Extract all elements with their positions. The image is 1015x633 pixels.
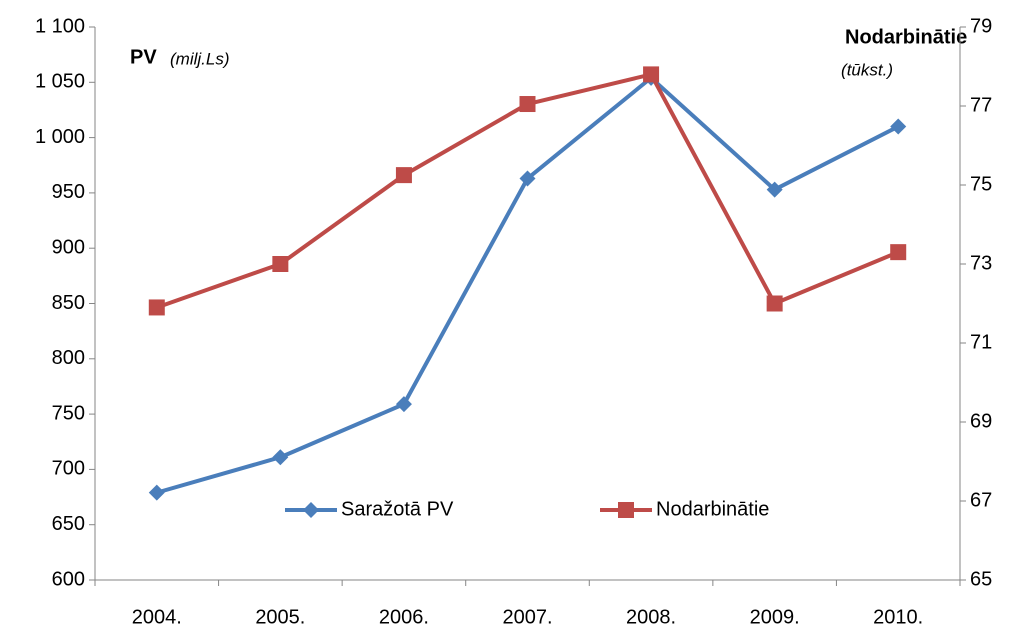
data-point <box>766 181 783 198</box>
y-tick-label: 650 <box>52 513 85 535</box>
data-point <box>395 396 412 413</box>
y2-axis-unit: (tūkst.) <box>841 60 893 79</box>
y2-tick-label: 79 <box>970 15 992 37</box>
y-tick-label: 850 <box>52 292 85 314</box>
y-tick-label: 1 000 <box>35 126 85 148</box>
x-tick-label: 2005. <box>255 606 305 628</box>
y2-tick-label: 75 <box>970 173 992 195</box>
data-point <box>643 66 660 83</box>
y-tick-label: 700 <box>52 458 85 480</box>
y-tick-label: 600 <box>52 568 85 590</box>
x-tick-label: 2004. <box>132 606 182 628</box>
data-point <box>148 299 165 316</box>
data-point <box>395 167 412 184</box>
data-point <box>272 449 289 466</box>
data-point <box>519 96 536 113</box>
x-tick-label: 2009. <box>750 606 800 628</box>
legend-label: Nodarbinātie <box>656 498 769 520</box>
y2-tick-label: 71 <box>970 331 992 353</box>
x-tick-label: 2008. <box>626 606 676 628</box>
y-tick-label: 800 <box>52 347 85 369</box>
y-axis-title: PV <box>130 46 157 68</box>
y2-tick-label: 73 <box>970 252 992 274</box>
y2-tick-label: 69 <box>970 410 992 432</box>
y-tick-label: 1 100 <box>35 15 85 37</box>
data-point <box>890 118 907 135</box>
y2-tick-label: 77 <box>970 94 992 116</box>
data-point <box>272 256 289 272</box>
data-point <box>519 170 536 187</box>
series-line <box>156 75 900 495</box>
x-tick-label: 2006. <box>379 606 429 628</box>
data-point <box>890 244 907 261</box>
y2-axis-title: Nodarbinātie <box>845 26 967 48</box>
x-tick-label: 2010. <box>873 606 923 628</box>
legend-label: Saražotā PV <box>341 498 454 520</box>
legend-marker <box>303 502 319 518</box>
y-tick-label: 750 <box>52 402 85 424</box>
data-point <box>766 295 783 312</box>
data-point <box>148 484 165 501</box>
y-axis-unit: (milj.Ls) <box>170 49 230 68</box>
x-tick-label: 2007. <box>502 606 552 628</box>
y2-tick-label: 65 <box>970 568 992 590</box>
y2-tick-label: 67 <box>970 489 992 511</box>
y-tick-label: 900 <box>52 236 85 258</box>
y-tick-label: 1 050 <box>35 71 85 93</box>
legend-marker <box>618 502 634 518</box>
y-tick-label: 950 <box>52 181 85 203</box>
